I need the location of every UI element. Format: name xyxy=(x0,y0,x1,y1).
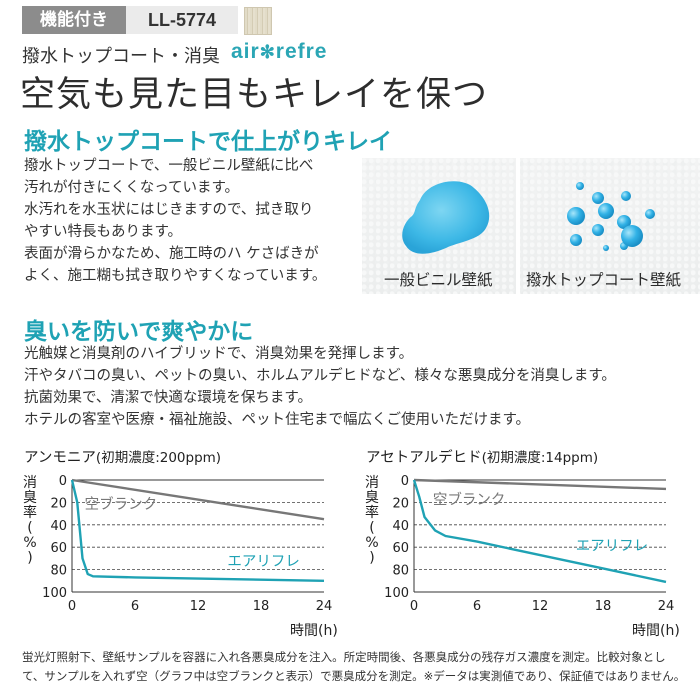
y-tick-label: 60 xyxy=(392,541,409,556)
section-odor-title: 臭いを防いで爽やかに xyxy=(24,319,254,345)
text-line: 汗やタバコの臭い、ペットの臭い、ホルムアルデヒドなど、様々な悪臭成分を消臭します… xyxy=(24,368,616,384)
photo-divider xyxy=(516,158,520,294)
chart-acetaldehyde-title: アセトアルデヒド(初期濃度:14ppm) xyxy=(366,446,598,467)
y-tick-label: 100 xyxy=(384,586,409,601)
x-tick-label: 6 xyxy=(473,599,481,614)
brand-left: air xyxy=(231,40,260,63)
x-tick-label: 18 xyxy=(253,599,270,614)
text-line: 抗菌効果で、清潔で快適な環境を保ちます。 xyxy=(24,390,312,406)
chart-ammonia-xlabel: 時間(h) xyxy=(290,623,338,639)
y-tick-label: 100 xyxy=(42,586,67,601)
chart-subtitle-text: (初期濃度:200ppm) xyxy=(95,450,222,466)
y-tick-label: 0 xyxy=(59,474,67,489)
y-tick-label: 0 xyxy=(401,474,409,489)
x-tick-label: 0 xyxy=(68,599,76,614)
y-tick-label: 60 xyxy=(50,541,67,556)
chart-ammonia-title: アンモニア(初期濃度:200ppm) xyxy=(24,446,221,467)
photo-label-topcoat: 撥水トップコート壁紙 xyxy=(526,271,682,289)
product-subtitle: 撥水トップコート・消臭 xyxy=(22,46,220,67)
x-tick-label: 24 xyxy=(658,599,675,614)
section-odor-text: 光触媒と消臭剤のハイブリッドで、消臭効果を発揮します。 汗やタバコの臭い、ペット… xyxy=(24,343,616,431)
text-line: 撥水トップコートで、一般ビニル壁紙に比べ xyxy=(24,158,314,174)
y-tick-label: 20 xyxy=(50,496,67,511)
footnote-line: て、サンプルを入れず空（グラフ中は空ブランクと表示）で悪臭成分を測定。※データは… xyxy=(22,669,686,683)
photo-label-vinyl: 一般ビニル壁紙 xyxy=(384,271,493,289)
chart-acetaldehyde-ylabel: 消臭率(%) xyxy=(365,475,379,566)
y-tick-label: 40 xyxy=(392,519,409,534)
chart-ammonia-ylabel: 消臭率(%) xyxy=(23,475,37,566)
text-line: ホテルの客室や医療・福祉施設、ペット住宅まで幅広くご使用いただけます。 xyxy=(24,412,531,428)
y-tick-label: 20 xyxy=(392,496,409,511)
series-airrefre-label: エアリフレ xyxy=(576,539,649,555)
x-tick-label: 24 xyxy=(316,599,333,614)
text-line: 光触媒と消臭剤のハイブリッドで、消臭効果を発揮します。 xyxy=(24,346,414,362)
x-tick-label: 6 xyxy=(131,599,139,614)
brand-right: refre xyxy=(275,40,328,63)
text-line: 表面が滑らかなため、施工時のハ ケさばきが xyxy=(24,246,319,262)
x-tick-label: 0 xyxy=(410,599,418,614)
y-tick-label: 80 xyxy=(50,564,67,579)
text-line: 汚れが付きにくくなっています。 xyxy=(24,180,240,196)
chart-acetaldehyde-xlabel: 時間(h) xyxy=(632,623,680,639)
series-blank-line xyxy=(71,478,325,521)
series-blank-label: 空ブランク xyxy=(433,491,506,509)
series-airrefre-line xyxy=(412,479,667,584)
chart-title-text: アンモニア xyxy=(24,450,96,466)
chart-subtitle-text: (初期濃度:14ppm) xyxy=(481,450,599,466)
series-blank-label: 空ブランク xyxy=(85,495,158,513)
section-water-title: 撥水トップコートで仕上がりキレイ xyxy=(24,129,392,155)
water-spill-shape xyxy=(402,181,490,254)
water-drops-illustration xyxy=(402,181,655,254)
page-title: 空気も見た目もキレイを保つ xyxy=(20,75,489,115)
brand-mark-icon: ✻ xyxy=(259,42,276,62)
product-code: LL-5774 xyxy=(126,6,238,34)
feature-tag: 機能付き xyxy=(22,6,126,34)
series-airrefre-line xyxy=(70,479,325,582)
x-tick-label: 12 xyxy=(190,599,207,614)
y-tick-label: 40 xyxy=(50,519,67,534)
text-line: よく、施工糊も拭き取りやすくなっています。 xyxy=(24,268,327,284)
series-blank-line xyxy=(413,478,667,491)
text-line: やすい特長もあります。 xyxy=(24,224,183,240)
footnote: 蛍光灯照射下、壁紙サンプルを容器に入れ各悪臭成分を注入。所定時間後、各悪臭成分の… xyxy=(22,648,685,686)
series-airrefre-label: エアリフレ xyxy=(227,554,300,570)
brand-logo: air✻refre xyxy=(231,40,327,64)
footnote-line: 蛍光灯照射下、壁紙サンプルを容器に入れ各悪臭成分を注入。所定時間後、各悪臭成分の… xyxy=(22,650,666,664)
water-beads xyxy=(567,182,655,251)
x-tick-label: 12 xyxy=(532,599,549,614)
section-water-text: 撥水トップコートで、一般ビニル壁紙に比べ 汚れが付きにくくなっています。 水汚れ… xyxy=(24,155,326,287)
text-line: 水汚れを水玉状にはじきますので、拭き取り xyxy=(24,202,314,218)
wallpaper-swatch xyxy=(244,7,272,35)
y-tick-label: 80 xyxy=(392,564,409,579)
chart-title-text: アセトアルデヒド xyxy=(366,450,482,466)
x-tick-label: 18 xyxy=(595,599,612,614)
